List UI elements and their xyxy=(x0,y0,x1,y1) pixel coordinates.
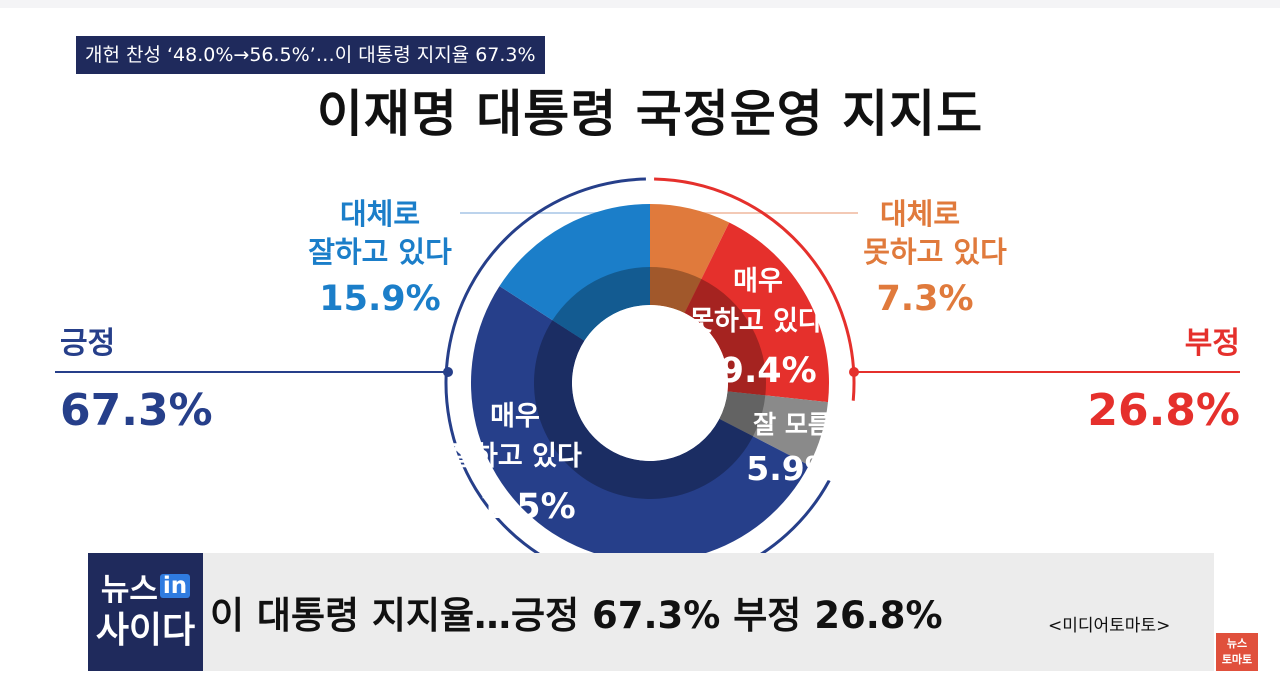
label-very-bad-value: 19.4% xyxy=(695,351,816,391)
slice-inner-1 xyxy=(684,278,766,396)
label-dc-bad-value: 7.3% xyxy=(876,279,973,319)
donut-hole xyxy=(572,305,728,461)
label-very-good-value: 51.5% xyxy=(454,487,575,527)
channel-badge: 뉴스 토마토 xyxy=(1216,633,1258,671)
lower-third-bar xyxy=(88,553,1214,671)
label-very-good-1: 매우 xyxy=(490,401,540,432)
negative-group-label: 부정 xyxy=(1185,326,1240,361)
positive-group-label: 긍정 xyxy=(60,326,115,361)
logo-in: in xyxy=(159,574,191,598)
logo-line1: 뉴스 xyxy=(100,571,158,608)
slice-1 xyxy=(684,222,829,403)
slice-inner-3 xyxy=(533,320,754,500)
slice-inner-2 xyxy=(719,391,766,437)
slice-inner-4 xyxy=(552,267,650,341)
negative-group-value: 26.8% xyxy=(1087,385,1240,436)
negative-bracket-arc xyxy=(654,177,856,401)
news-in-cider-logo: 뉴스 in 사이다 xyxy=(88,553,203,671)
negative-bracket-dot xyxy=(849,367,859,377)
top-bar xyxy=(0,0,1280,8)
label-dc-bad-1: 대체로 xyxy=(880,197,960,231)
label-dk-value: 5.9% xyxy=(746,449,838,488)
label-dc-good-value: 15.9% xyxy=(319,279,440,319)
label-dc-good-2: 잘하고 있다 xyxy=(308,235,452,269)
label-dk-1: 잘 모름 xyxy=(753,410,831,439)
label-very-bad-1: 매우 xyxy=(733,266,783,297)
slice-inner-0 xyxy=(650,267,702,314)
label-dc-good-1: 대체로 xyxy=(340,197,420,231)
label-very-good-2: 잘하고 있다 xyxy=(448,441,582,472)
headline-banner: 개헌 찬성 ‘48.0%→56.5%’…이 대통령 지지율 67.3% xyxy=(76,36,545,74)
logo-line2: 사이다 xyxy=(95,610,196,652)
badge-line2: 토마토 xyxy=(1221,653,1253,666)
lower-third-caption: 이 대통령 지지율…긍정 67.3% 부정 26.8% xyxy=(210,594,943,637)
label-dc-bad-2: 못하고 있다 xyxy=(863,235,1007,269)
label-very-bad-2: 못하고 있다 xyxy=(689,306,823,337)
lower-third-source: <미디어토마토> xyxy=(1048,616,1171,636)
badge-line1: 뉴스 xyxy=(1226,637,1248,650)
positive-group-value: 67.3% xyxy=(60,385,213,436)
chart-title: 이재명 대통령 국정운영 지지도 xyxy=(316,85,984,143)
positive-bracket-dot xyxy=(443,367,453,377)
